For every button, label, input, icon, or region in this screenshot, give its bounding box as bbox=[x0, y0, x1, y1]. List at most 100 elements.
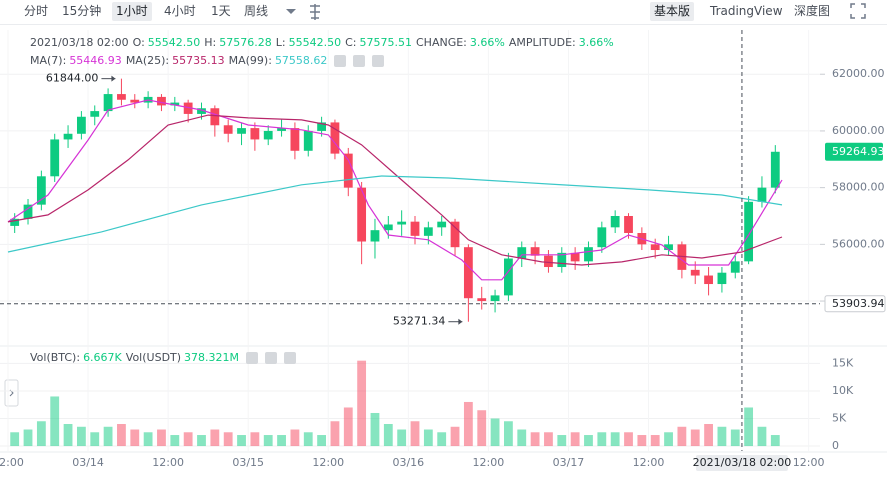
x-tick-label: 12:00 bbox=[793, 456, 825, 469]
volume-bar bbox=[530, 432, 540, 447]
more-intervals[interactable] bbox=[280, 0, 310, 24]
extreme-label: 61844.00 bbox=[46, 72, 99, 85]
volume-tick-label: 0 bbox=[832, 439, 839, 452]
candle-body bbox=[10, 218, 20, 226]
candle-body bbox=[303, 130, 313, 151]
ohlc-label: H: bbox=[204, 36, 217, 49]
volume-bar bbox=[704, 424, 713, 447]
candle-body bbox=[237, 128, 246, 134]
close-icon[interactable] bbox=[284, 352, 297, 364]
y-tick-label: 60000.00 bbox=[832, 124, 885, 137]
candle-body bbox=[570, 252, 580, 262]
candle-body bbox=[423, 227, 433, 236]
volume-label: Vol(USDT) bbox=[125, 351, 182, 364]
view-tab[interactable]: 深度图 bbox=[794, 4, 831, 18]
interval-tab[interactable]: 1小时 bbox=[112, 2, 152, 21]
volume-bar bbox=[183, 432, 193, 447]
volume-bar bbox=[277, 435, 286, 447]
volume-bar bbox=[157, 429, 166, 447]
interval-tab[interactable]: 周线 bbox=[244, 4, 269, 18]
volume-bar bbox=[544, 432, 553, 447]
candle-body bbox=[250, 128, 260, 140]
volume-bar bbox=[63, 424, 73, 447]
eye-icon[interactable] bbox=[334, 55, 347, 67]
volume-bar bbox=[170, 435, 180, 447]
volume-bar bbox=[410, 421, 420, 447]
candle-body bbox=[36, 176, 46, 205]
volume-bar bbox=[343, 407, 353, 447]
candle-body bbox=[584, 247, 593, 262]
volume-bar bbox=[383, 424, 393, 447]
crosshair-time: 2021/03/18 02:00 bbox=[693, 456, 792, 469]
candle-body bbox=[357, 187, 367, 242]
candle-body bbox=[290, 128, 300, 151]
toolbar: 分时 15分钟 1小时 4小时 1天 周线 基本版 TradingView 深度图 bbox=[0, 0, 887, 25]
interval-tab[interactable]: 1天 bbox=[211, 4, 231, 18]
volume-bar bbox=[117, 424, 126, 447]
candle-body bbox=[610, 215, 620, 228]
settings-icon[interactable] bbox=[353, 55, 366, 67]
view-tab[interactable]: 基本版 bbox=[650, 2, 695, 21]
volume-bar bbox=[504, 421, 513, 447]
candle-body bbox=[277, 128, 286, 131]
fullscreen-button[interactable] bbox=[848, 0, 868, 24]
candle-body bbox=[343, 153, 353, 188]
indicator-button[interactable] bbox=[306, 0, 326, 24]
candle-body bbox=[477, 298, 487, 302]
view-tab[interactable]: TradingView bbox=[710, 4, 783, 18]
interval-tab[interactable]: 15分钟 bbox=[62, 4, 102, 18]
collapse-button[interactable] bbox=[4, 379, 19, 407]
volume-bar bbox=[263, 435, 273, 447]
last-price: 59264.93 bbox=[832, 145, 885, 158]
volume-bar bbox=[303, 432, 313, 447]
volume-tick-label: 10K bbox=[832, 384, 854, 397]
ma-name: MA(7): bbox=[30, 54, 67, 67]
volume-bar bbox=[744, 407, 754, 447]
ma-value: 55735.13 bbox=[172, 54, 225, 67]
eye-icon[interactable] bbox=[246, 352, 259, 364]
interval-tab[interactable]: 分时 bbox=[24, 4, 49, 18]
ma-name: MA(25): bbox=[125, 54, 170, 67]
candle-body bbox=[757, 187, 767, 202]
candle-body bbox=[770, 151, 780, 188]
volume-bar bbox=[36, 421, 46, 447]
candle-body bbox=[397, 221, 407, 225]
volume-bar bbox=[197, 435, 206, 447]
x-tick-label: 12:00 bbox=[633, 456, 665, 469]
y-tick-label: 56000.00 bbox=[832, 237, 885, 250]
volume-bar bbox=[757, 426, 767, 447]
ohlc-value: 57575.51 bbox=[359, 36, 413, 49]
candle-body bbox=[717, 272, 727, 285]
volume-bar bbox=[477, 410, 487, 447]
candle-body bbox=[650, 244, 660, 251]
x-tick-label: 03/14 bbox=[72, 456, 104, 469]
volume-bar bbox=[143, 432, 153, 447]
candle-body bbox=[664, 244, 673, 251]
candle-body bbox=[76, 116, 86, 134]
ma-value: 55446.93 bbox=[69, 54, 122, 67]
close-icon[interactable] bbox=[372, 55, 385, 67]
candle-body bbox=[677, 244, 687, 270]
ohlc-value: 55542.50 bbox=[147, 36, 201, 49]
candle-body bbox=[517, 247, 527, 259]
volume-bar bbox=[330, 421, 340, 447]
settings-icon[interactable] bbox=[265, 352, 278, 364]
ohlc-value: 57576.28 bbox=[219, 36, 272, 49]
interval-tab[interactable]: 4小时 bbox=[164, 4, 196, 18]
volume-value: 6.667K bbox=[83, 351, 122, 364]
ma-line bbox=[7, 175, 783, 253]
ohlc-label: AMPLITUDE: bbox=[508, 36, 576, 49]
volume-label: Vol(BTC): bbox=[30, 351, 81, 364]
volume-bar bbox=[397, 429, 407, 447]
candle-body bbox=[704, 275, 713, 285]
last-price-box bbox=[825, 142, 883, 161]
volume-bar bbox=[637, 435, 647, 447]
x-tick-label: 03/17 bbox=[553, 456, 585, 469]
volume-bar bbox=[490, 418, 500, 447]
ohlc-label: C: bbox=[345, 36, 357, 49]
ma-legend: MA(7): 55446.93 MA(25): 55735.13 MA(99): 5755… bbox=[30, 54, 388, 67]
volume-tick-label: 5K bbox=[832, 412, 847, 425]
candle-body bbox=[744, 201, 754, 262]
candle-body bbox=[624, 215, 633, 234]
